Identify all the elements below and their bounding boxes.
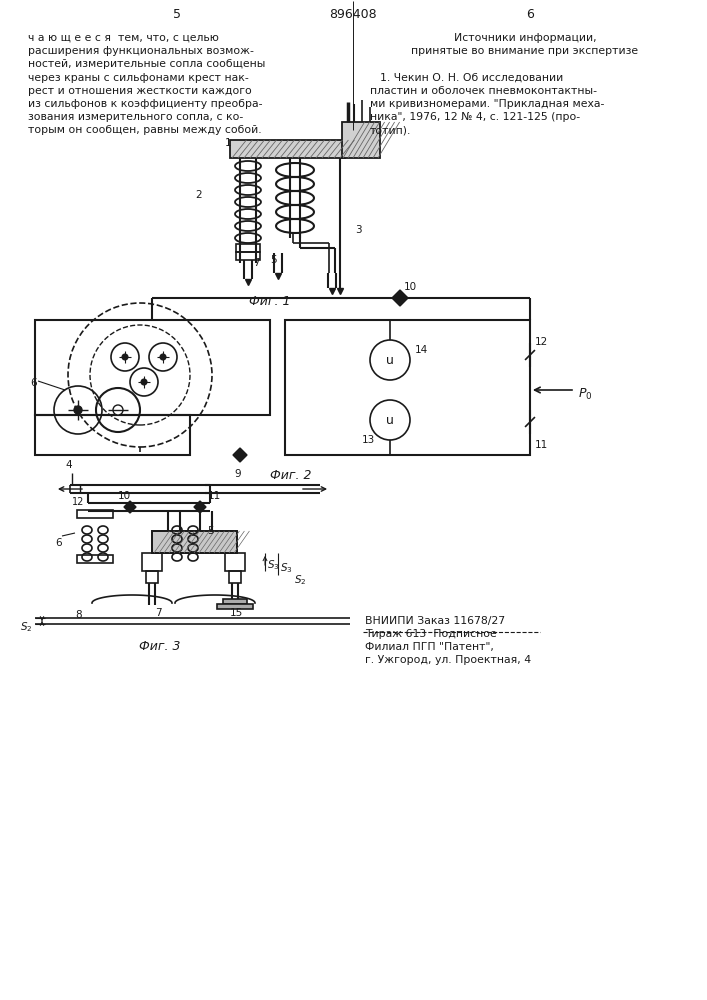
Text: 896408: 896408 bbox=[329, 8, 377, 21]
Text: 5: 5 bbox=[207, 526, 214, 536]
Text: 4: 4 bbox=[65, 460, 71, 470]
Text: ностей, измерительные сопла сообщены: ностей, измерительные сопла сообщены bbox=[28, 59, 265, 69]
Text: 14: 14 bbox=[415, 345, 428, 355]
Text: торым он сообщен, равны между собой.: торым он сообщен, равны между собой. bbox=[28, 125, 262, 135]
Text: 9: 9 bbox=[235, 469, 241, 479]
Text: 6: 6 bbox=[526, 8, 534, 21]
Text: 11: 11 bbox=[535, 440, 548, 450]
Text: Фиг. 2: Фиг. 2 bbox=[270, 469, 312, 482]
Text: тотип).: тотип). bbox=[370, 125, 411, 135]
Bar bbox=[35, 320, 270, 415]
Bar bbox=[142, 553, 162, 571]
Text: Тираж 613  Подписное: Тираж 613 Подписное bbox=[365, 629, 497, 639]
Text: $S_3$: $S_3$ bbox=[280, 561, 293, 575]
Text: ВНИИПИ Заказ 11678/27: ВНИИПИ Заказ 11678/27 bbox=[365, 616, 505, 626]
Text: Фиг. 3: Фиг. 3 bbox=[139, 640, 181, 653]
Text: 6: 6 bbox=[55, 538, 62, 548]
Circle shape bbox=[122, 354, 128, 360]
Text: ника", 1976, 12 № 4, с. 121-125 (про-: ника", 1976, 12 № 4, с. 121-125 (про- bbox=[370, 112, 580, 122]
Text: из сильфонов к коэффициенту преобра-: из сильфонов к коэффициенту преобра- bbox=[28, 99, 262, 109]
Bar bbox=[236, 252, 260, 260]
Text: Филиал ПГП "Патент",: Филиал ПГП "Патент", bbox=[365, 642, 494, 652]
Text: ч а ю щ е е с я  тем, что, с целью: ч а ю щ е е с я тем, что, с целью bbox=[28, 33, 219, 43]
Text: $P_0$: $P_0$ bbox=[578, 387, 592, 402]
Text: Источники информации,: Источники информации, bbox=[454, 33, 596, 43]
Bar bbox=[230, 140, 345, 158]
Circle shape bbox=[160, 354, 166, 360]
Text: 11: 11 bbox=[208, 491, 221, 501]
Text: 8: 8 bbox=[75, 610, 81, 620]
Bar bbox=[229, 571, 241, 583]
Circle shape bbox=[141, 379, 147, 385]
Text: 10: 10 bbox=[404, 282, 417, 292]
Bar bbox=[342, 122, 380, 158]
Polygon shape bbox=[124, 501, 136, 513]
Text: $S_2$: $S_2$ bbox=[20, 620, 33, 634]
Circle shape bbox=[74, 406, 82, 414]
Text: рест и отношения жесткости каждого: рест и отношения жесткости каждого bbox=[28, 86, 252, 96]
Text: 5: 5 bbox=[270, 255, 276, 265]
Text: 3: 3 bbox=[355, 225, 361, 235]
Bar bbox=[35, 415, 190, 455]
Bar bbox=[223, 599, 247, 604]
Text: u: u bbox=[386, 414, 394, 426]
Bar bbox=[77, 555, 113, 563]
Text: зования измерительного сопла, с ко-: зования измерительного сопла, с ко- bbox=[28, 112, 243, 122]
Text: 6: 6 bbox=[30, 378, 37, 388]
Bar bbox=[236, 244, 260, 252]
Bar bbox=[146, 571, 158, 583]
Text: 12: 12 bbox=[72, 497, 84, 507]
Text: 12: 12 bbox=[535, 337, 548, 347]
Bar bbox=[152, 531, 237, 553]
Text: 10: 10 bbox=[117, 491, 131, 501]
Text: через краны с сильфонами крест нак-: через краны с сильфонами крест нак- bbox=[28, 73, 249, 83]
Bar bbox=[225, 553, 245, 571]
Text: $S_2$: $S_2$ bbox=[294, 573, 306, 587]
Polygon shape bbox=[194, 501, 206, 513]
Bar bbox=[77, 510, 113, 518]
Text: расширения функциональных возмож-: расширения функциональных возмож- bbox=[28, 46, 254, 56]
Text: принятые во внимание при экспертизе: принятые во внимание при экспертизе bbox=[411, 46, 638, 56]
Text: 15: 15 bbox=[230, 608, 243, 618]
Text: 5: 5 bbox=[173, 8, 181, 21]
Text: 7: 7 bbox=[155, 608, 162, 618]
Polygon shape bbox=[392, 290, 408, 306]
Polygon shape bbox=[233, 448, 247, 462]
Text: 13: 13 bbox=[362, 435, 375, 445]
Text: 7: 7 bbox=[253, 258, 260, 268]
Bar bbox=[217, 604, 253, 609]
Text: Фиг. 1: Фиг. 1 bbox=[250, 295, 291, 308]
Text: пластин и оболочек пневмоконтактны-: пластин и оболочек пневмоконтактны- bbox=[370, 86, 597, 96]
Text: $S_3$: $S_3$ bbox=[267, 558, 280, 572]
Bar bbox=[152, 531, 237, 553]
Text: г. Ужгород, ул. Проектная, 4: г. Ужгород, ул. Проектная, 4 bbox=[365, 655, 531, 665]
Text: ми кривизномерами. "Прикладная меха-: ми кривизномерами. "Прикладная меха- bbox=[370, 99, 604, 109]
Text: u: u bbox=[386, 354, 394, 366]
Bar bbox=[285, 320, 530, 455]
Circle shape bbox=[113, 405, 123, 415]
Text: 1: 1 bbox=[225, 138, 232, 148]
Text: 2: 2 bbox=[195, 190, 201, 200]
Text: 1. Чекин О. Н. Об исследовании: 1. Чекин О. Н. Об исследовании bbox=[380, 73, 563, 83]
